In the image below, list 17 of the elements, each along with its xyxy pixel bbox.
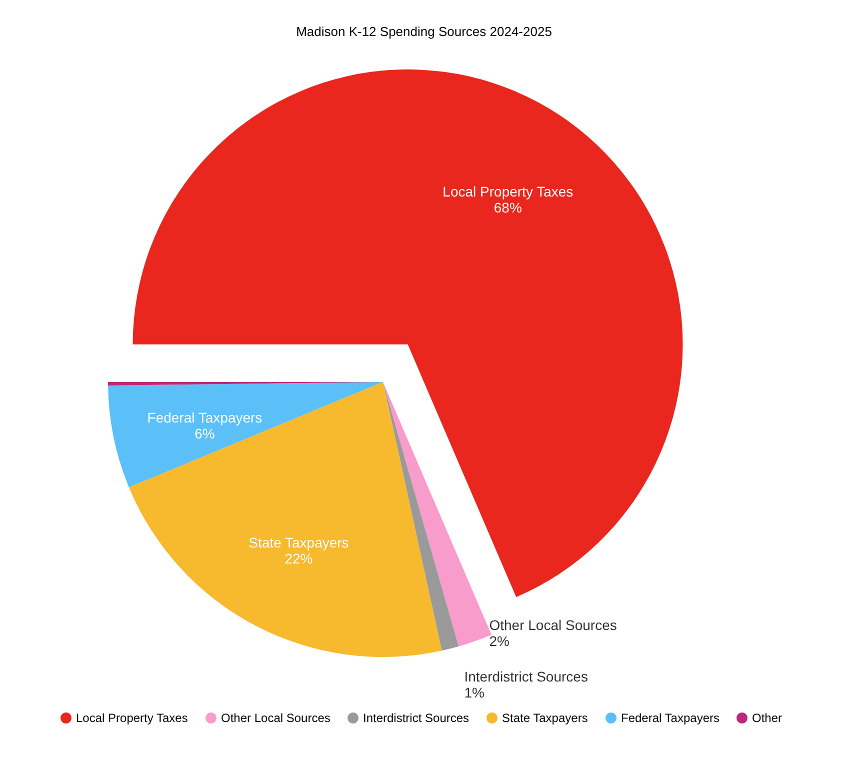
legend-label: Local Property Taxes — [76, 711, 188, 725]
data-label: 1% — [464, 684, 484, 701]
slice-label: Local Property Taxes — [442, 183, 574, 200]
slice-label: Other Local Sources — [489, 617, 617, 634]
legend-label: State Taxpayers — [502, 711, 588, 725]
legend-label: Other Local Sources — [221, 711, 330, 725]
slice-label: Interdistrict Sources — [464, 668, 588, 685]
data-label: 6% — [194, 426, 215, 442]
slice-label: Federal Taxpayers — [147, 410, 262, 426]
data-label: 68% — [494, 199, 522, 216]
data-label: 2% — [489, 633, 510, 650]
chart-title: Madison K-12 Spending Sources 2024-2025 — [296, 24, 552, 39]
legend-label: Federal Taxpayers — [621, 711, 720, 725]
data-label: 22% — [284, 550, 313, 566]
legend-label: Other — [752, 711, 782, 725]
legend-label: Interdistrict Sources — [363, 711, 470, 725]
slice-label: State Taxpayers — [248, 534, 349, 550]
